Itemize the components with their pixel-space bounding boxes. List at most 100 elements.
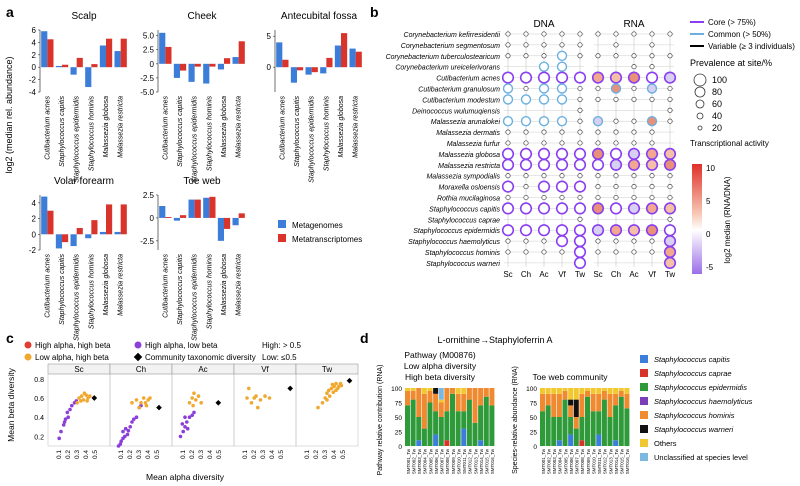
point-orange <box>255 405 260 410</box>
sample-label: SMT009_Tw <box>586 448 591 474</box>
facet-Ac: Ac 0.1 0.2 0.3 0.4 0.5 <box>171 363 235 459</box>
pathway-sub2: High beta diversity <box>405 372 476 382</box>
prevalence-dot <box>595 238 601 244</box>
prevalence-dot <box>573 180 587 193</box>
y-tick-label: 0 <box>32 230 37 239</box>
stack-segment <box>433 411 439 435</box>
sample-label: SMT006_Tw <box>569 448 574 474</box>
prevalence-dot <box>595 129 601 135</box>
prevalence-dot <box>627 158 641 171</box>
legend-high-high: High alpha, high beta <box>35 341 111 350</box>
y-tick-label: 75 <box>395 401 403 408</box>
prevalence-dot <box>577 42 583 48</box>
x-tick-label: 0.2 <box>251 450 258 459</box>
stack-segment <box>601 390 607 400</box>
bar-metatranscriptome <box>180 215 187 218</box>
stack-segment <box>472 422 478 446</box>
prevalence-dot <box>610 83 622 94</box>
stack-segment <box>478 388 484 406</box>
prevalence-dot <box>649 64 655 70</box>
prevalence-dot <box>559 31 565 37</box>
legend-community: Community taxonomic diversity <box>145 353 256 362</box>
stack-segment <box>585 390 591 397</box>
panel-a-chart-title: Antecubital fossa <box>281 11 358 22</box>
x-tick-label: Staphylococcus epidermidis <box>192 96 199 183</box>
community-diamond <box>156 404 162 411</box>
point-purple <box>132 417 136 421</box>
x-tick-label: Malassezia globosa <box>221 254 228 316</box>
panel-d-label: d <box>360 330 369 346</box>
x-tick-label: 0.1 <box>242 450 249 459</box>
y-tick-label: 75 <box>530 401 538 408</box>
stack-segment <box>624 388 630 394</box>
prevalence-dot <box>541 53 547 59</box>
prevalence-dot <box>501 224 515 237</box>
panel-a-ylabel: log2 (median rel. abundance) <box>4 56 14 173</box>
y-tick-label: 25 <box>395 430 403 437</box>
sample-label: SMT003_Tw <box>552 448 557 474</box>
prevalence-dot <box>555 224 569 237</box>
bar-metatranscriptome <box>91 64 98 68</box>
prevalence-dot <box>613 42 619 48</box>
prevalence-dot <box>537 71 551 84</box>
bar-metagenome <box>55 234 62 249</box>
stack-segment <box>540 393 546 412</box>
sample-label: SMT015_Tw <box>620 448 625 474</box>
stack-segment <box>444 388 450 412</box>
y-tick-label: -2 <box>29 246 37 255</box>
legend-swatch <box>640 425 648 433</box>
stack-segment <box>433 434 439 446</box>
x-tick-label: Cutibacterium acnes <box>44 254 51 318</box>
site-label: Ac <box>539 270 548 279</box>
facet-frame <box>295 373 359 447</box>
x-tick-label: Malassezia restricta <box>118 254 125 316</box>
stack-segment <box>545 393 551 406</box>
prevalence-dot <box>519 202 533 215</box>
legend-prevalence-title: Prevalence at site/% <box>690 58 772 68</box>
species-label: Cutibacterium granulosum <box>418 87 500 94</box>
point-purple <box>128 425 132 429</box>
y-tick-label: -5.0 <box>140 88 154 97</box>
point-orange <box>139 401 143 405</box>
prevalence-dot <box>573 224 587 237</box>
y-tick-label: 5.0 <box>143 32 155 41</box>
bar-metagenome <box>114 51 121 68</box>
prevalence-dot <box>573 71 587 84</box>
left-ylabel: Pathway relative contribution (RNA) <box>377 365 384 476</box>
prevalence-dot <box>649 96 655 102</box>
stack-segment <box>405 388 411 391</box>
species-label: Staphylococcus capitis <box>429 206 500 213</box>
site-label: Ch <box>611 270 621 279</box>
sample-label: SMT013_Tw <box>608 448 613 474</box>
stack-segment <box>416 388 422 417</box>
point-orange <box>245 396 249 400</box>
prevalence-dot <box>541 140 547 146</box>
y-tick-label: 0 <box>533 444 537 451</box>
x-tick-label: 0.4 <box>331 450 338 459</box>
bar-metagenome <box>70 234 77 247</box>
prevalence-dot <box>573 256 587 270</box>
prevalence-dot <box>538 115 550 127</box>
point-orange <box>331 390 336 395</box>
point-purple <box>187 415 192 420</box>
y-tick-label: 0 <box>150 214 155 223</box>
species-label: Corynebacterium kefirresidentii <box>404 32 501 39</box>
stack-segment <box>596 388 602 394</box>
prevalence-dot <box>591 224 605 237</box>
stack-segment <box>585 388 591 391</box>
prevalence-dot <box>555 71 569 84</box>
point-orange <box>79 399 83 403</box>
x-tick-label: Cutibacterium acnes <box>162 96 169 160</box>
x-tick-label: 0.1 <box>118 450 125 459</box>
stack-segment <box>466 388 472 400</box>
point-orange <box>85 399 89 403</box>
panel-c-label: c <box>6 330 14 346</box>
x-tick-label: 0.3 <box>322 450 329 459</box>
stack-segment <box>405 405 411 446</box>
species-label: Staphylococcus caprae <box>428 217 500 224</box>
stack-segment <box>416 417 422 441</box>
legend-prevalence-value: 60 <box>712 99 722 109</box>
prevalence-dot <box>577 53 583 59</box>
sample-label: SMT008_Tw <box>580 448 585 474</box>
